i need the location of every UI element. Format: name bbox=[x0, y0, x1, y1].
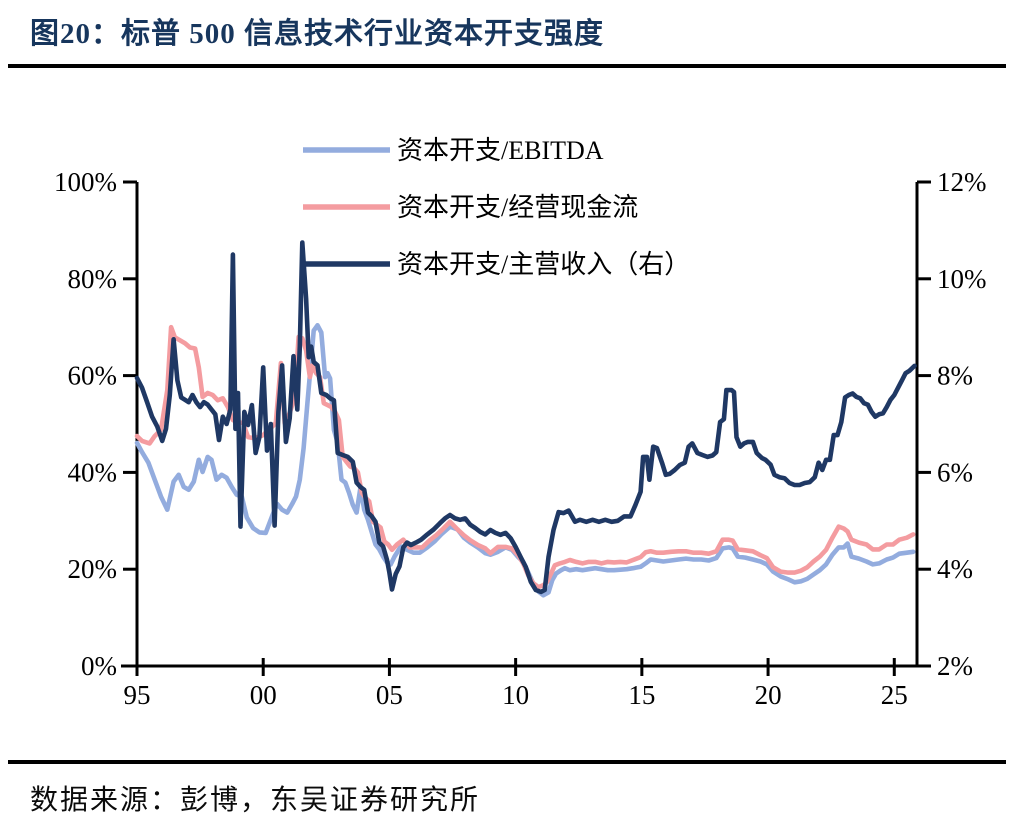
x-axis-tick-label: 00 bbox=[250, 680, 277, 710]
x-axis-tick-label: 05 bbox=[376, 680, 403, 710]
right-axis-tick-label: 10% bbox=[937, 264, 987, 294]
right-axis-tick-label: 2% bbox=[937, 651, 973, 681]
x-axis-tick-label: 25 bbox=[881, 680, 908, 710]
legend-label: 资本开支/EBITDA bbox=[397, 136, 604, 165]
footer-divider-line bbox=[8, 760, 1006, 764]
left-axis-tick-label: 60% bbox=[68, 361, 118, 391]
x-axis-tick-label: 15 bbox=[628, 680, 655, 710]
legend-label: 资本开支/经营现金流 bbox=[397, 193, 638, 222]
series-line-capex-revenue bbox=[134, 240, 917, 595]
left-axis-tick-label: 0% bbox=[81, 651, 117, 681]
right-axis-tick-label: 12% bbox=[937, 167, 987, 197]
data-source-note: 数据来源：彭博，东吴证券研究所 bbox=[30, 785, 481, 816]
page-title: 图20：标普 500 信息技术行业资本开支强度 bbox=[30, 18, 605, 50]
left-axis-tick-label: 40% bbox=[68, 457, 118, 487]
right-axis-tick-label: 6% bbox=[937, 457, 973, 487]
series-line-capex-ebitda bbox=[134, 322, 916, 598]
left-axis-tick-label: 100% bbox=[54, 167, 117, 197]
right-axis-tick-label: 8% bbox=[937, 361, 973, 391]
series-line-capex-ocf bbox=[134, 324, 916, 590]
x-axis-tick-label: 20 bbox=[755, 680, 782, 710]
legend-label: 资本开支/主营收入（右） bbox=[397, 250, 690, 279]
left-axis-tick-label: 20% bbox=[68, 554, 118, 584]
title-divider-line bbox=[8, 64, 1006, 68]
left-axis-tick-label: 80% bbox=[68, 264, 118, 294]
x-axis-tick-label: 10 bbox=[502, 680, 529, 710]
right-axis-tick-label: 4% bbox=[937, 554, 973, 584]
x-axis-tick-label: 95 bbox=[124, 680, 151, 710]
